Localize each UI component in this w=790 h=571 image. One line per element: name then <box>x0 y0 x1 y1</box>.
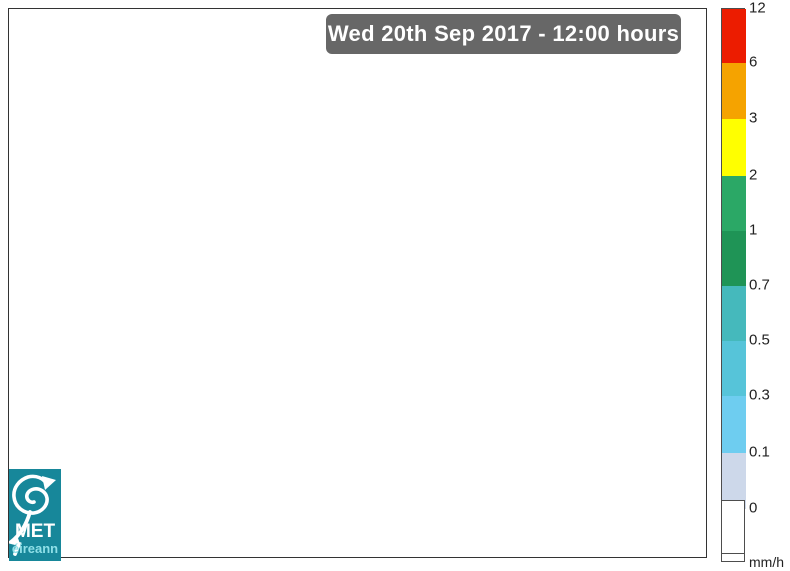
svg-text:MET: MET <box>15 521 56 542</box>
svg-text:éireann: éireann <box>12 541 58 556</box>
